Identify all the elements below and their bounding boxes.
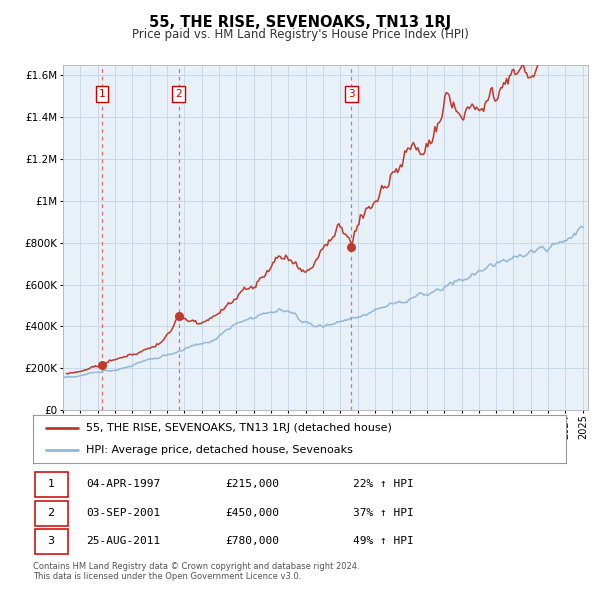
Text: 04-APR-1997: 04-APR-1997 [86,479,161,489]
Text: Price paid vs. HM Land Registry's House Price Index (HPI): Price paid vs. HM Land Registry's House … [131,28,469,41]
Text: 55, THE RISE, SEVENOAKS, TN13 1RJ: 55, THE RISE, SEVENOAKS, TN13 1RJ [149,15,451,30]
Text: HPI: Average price, detached house, Sevenoaks: HPI: Average price, detached house, Seve… [86,445,353,455]
FancyBboxPatch shape [35,500,68,526]
Text: 2: 2 [175,89,182,99]
Text: 25-AUG-2011: 25-AUG-2011 [86,536,161,546]
FancyBboxPatch shape [35,529,68,555]
Text: 55, THE RISE, SEVENOAKS, TN13 1RJ (detached house): 55, THE RISE, SEVENOAKS, TN13 1RJ (detac… [86,423,392,433]
Text: £450,000: £450,000 [225,508,279,517]
Text: 1: 1 [47,479,55,489]
Text: 49% ↑ HPI: 49% ↑ HPI [353,536,413,546]
Text: 3: 3 [47,536,55,546]
Text: 1: 1 [99,89,106,99]
Text: 3: 3 [348,89,355,99]
Text: £215,000: £215,000 [225,479,279,489]
Text: 22% ↑ HPI: 22% ↑ HPI [353,479,413,489]
FancyBboxPatch shape [35,472,68,497]
Text: £780,000: £780,000 [225,536,279,546]
Text: 2: 2 [47,508,55,517]
Text: 03-SEP-2001: 03-SEP-2001 [86,508,161,517]
Text: 37% ↑ HPI: 37% ↑ HPI [353,508,413,517]
Text: This data is licensed under the Open Government Licence v3.0.: This data is licensed under the Open Gov… [33,572,301,581]
Text: Contains HM Land Registry data © Crown copyright and database right 2024.: Contains HM Land Registry data © Crown c… [33,562,359,571]
